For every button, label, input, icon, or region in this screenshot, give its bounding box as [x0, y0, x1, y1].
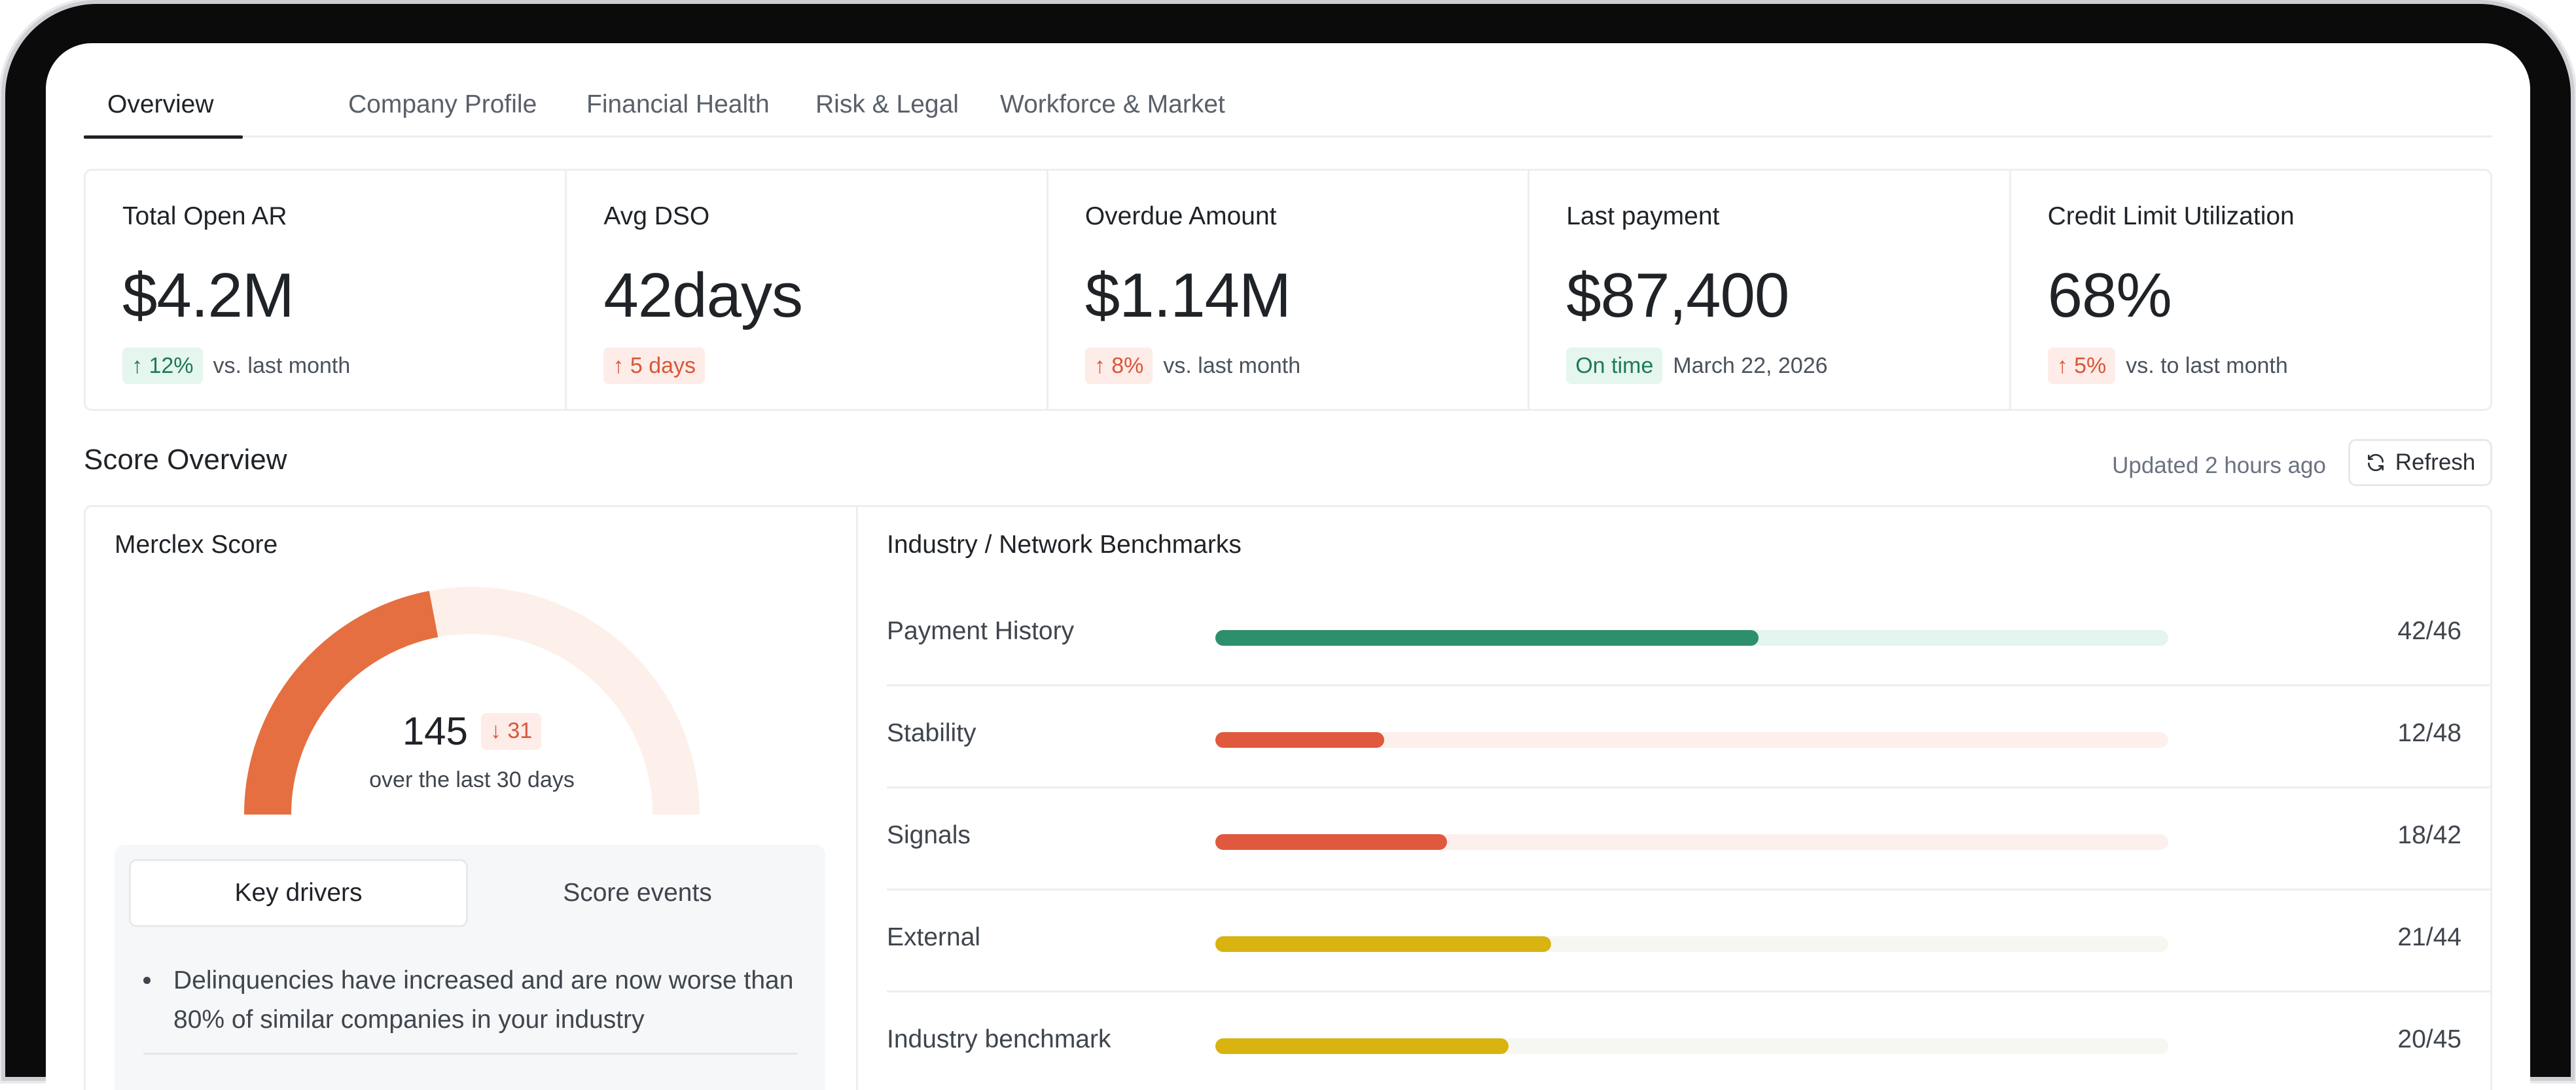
tab-company-profile[interactable]: Company Profile [348, 90, 537, 118]
benchmark-label: Signals [887, 821, 971, 849]
benchmark-bar-fill [1215, 630, 1759, 646]
refresh-icon [2367, 453, 2384, 472]
benchmark-value: 20/45 [2397, 1025, 2461, 1053]
trend-badge: ↑ 8% [1084, 347, 1153, 384]
drivers-panel: Key drivers Score events Delinquencies h… [115, 845, 825, 1090]
kpi-row: Total Open AR $4.2M ↑ 12% vs. last month… [84, 169, 2492, 411]
benchmarks-card: Industry / Network Benchmarks Payment Hi… [858, 507, 2490, 1090]
card-title: Merclex Score [115, 531, 278, 559]
tab-workforce-market[interactable]: Workforce & Market [1000, 90, 1225, 118]
score-change-badge: ↓ 31 [480, 712, 542, 750]
laptop-frame: Overview Company Profile Financial Healt… [5, 4, 2571, 1090]
trend-badge: ↑ 12% [122, 347, 203, 384]
score-panel: Merclex Score 145 ↓ 31 over the last 30 … [84, 505, 2492, 1090]
benchmark-bar-track [1215, 834, 2168, 850]
kpi-value: 68% [2047, 260, 2172, 330]
gauge-fill [244, 591, 438, 815]
benchmark-bar-fill [1215, 936, 1551, 952]
kpi-label: Credit Limit Utilization [2047, 202, 2295, 230]
benchmark-value: 42/46 [2397, 617, 2461, 645]
benchmark-label: External [887, 923, 981, 951]
score-gauge [244, 587, 700, 815]
card-title: Industry / Network Benchmarks [887, 531, 1242, 559]
trend-badge: ↑ 5% [2047, 347, 2116, 384]
bullet-icon [143, 977, 151, 984]
refresh-label: Refresh [2395, 449, 2476, 475]
driver-text: Delinquencies have increased and are now… [173, 966, 794, 1034]
benchmark-value: 12/48 [2397, 719, 2461, 747]
benchmark-label: Industry benchmark [887, 1025, 1111, 1053]
benchmark-label: Payment History [887, 617, 1075, 645]
benchmark-label: Stability [887, 719, 976, 747]
benchmark-value: 21/44 [2397, 923, 2461, 951]
tab-risk-legal[interactable]: Risk & Legal [815, 90, 959, 118]
benchmark-row: Industry benchmark 20/45 [887, 993, 2490, 1090]
kpi-label: Last payment [1566, 202, 1720, 230]
section-title: Score Overview [84, 444, 287, 476]
kpi-total-open-ar: Total Open AR $4.2M ↑ 12% vs. last month [86, 171, 567, 409]
merclex-score-card: Merclex Score 145 ↓ 31 over the last 30 … [86, 507, 858, 1090]
tab-overview[interactable]: Overview [107, 90, 214, 118]
kpi-value: $87,400 [1566, 260, 1789, 330]
benchmark-row: Signals 18/42 [887, 788, 2490, 890]
kpi-note: vs. last month [1163, 353, 1301, 378]
tab-key-drivers[interactable]: Key drivers [129, 859, 468, 927]
score-readout: 145 ↓ 31 [334, 709, 609, 754]
benchmark-bar-track [1215, 732, 2168, 748]
benchmark-bar-track [1215, 630, 2168, 646]
benchmark-bar-fill [1215, 732, 1384, 748]
divider [143, 1053, 798, 1055]
refresh-button[interactable]: Refresh [2348, 439, 2492, 486]
benchmark-row: Stability 12/48 [887, 686, 2490, 788]
kpi-label: Overdue Amount [1084, 202, 1277, 230]
kpi-value: $1.14M [1084, 260, 1291, 330]
active-tab-indicator [84, 135, 243, 139]
updated-timestamp: Updated 2 hours ago [2112, 453, 2326, 478]
kpi-overdue-amount: Overdue Amount $1.14M ↑ 8% vs. last mont… [1048, 171, 1530, 409]
kpi-note: vs. last month [213, 353, 351, 378]
kpi-credit-limit-utilization: Credit Limit Utilization 68% ↑ 5% vs. to… [2011, 171, 2490, 409]
benchmark-bar-fill [1215, 1038, 1509, 1054]
tab-bar: Overview Company Profile Financial Healt… [84, 43, 2492, 139]
kpi-note: vs. to last month [2126, 353, 2288, 378]
score-period: over the last 30 days [369, 767, 575, 792]
driver-item: Delinquencies have increased and are now… [143, 961, 798, 1040]
benchmark-bar-track [1215, 936, 2168, 952]
tab-financial-health[interactable]: Financial Health [586, 90, 770, 118]
status-badge: On time [1566, 347, 1663, 384]
trend-badge: ↑ 5 days [603, 347, 706, 384]
kpi-label: Avg DSO [603, 202, 710, 230]
kpi-avg-dso: Avg DSO 42days ↑ 5 days [567, 171, 1048, 409]
tab-score-events[interactable]: Score events [563, 879, 712, 907]
benchmark-row: External 21/44 [887, 890, 2490, 993]
kpi-value: $4.2M [122, 260, 295, 330]
screen: Overview Company Profile Financial Healt… [46, 43, 2530, 1090]
kpi-value: 42days [603, 260, 803, 330]
kpi-note: March 22, 2026 [1673, 353, 1828, 378]
benchmark-bar-fill [1215, 834, 1447, 850]
kpi-label: Total Open AR [122, 202, 287, 230]
benchmark-value: 18/42 [2397, 821, 2461, 849]
benchmark-bar-track [1215, 1038, 2168, 1054]
benchmark-row: Payment History 42/46 [887, 584, 2490, 686]
score-value: 145 [402, 709, 468, 753]
kpi-last-payment: Last payment $87,400 On time March 22, 2… [1530, 171, 2011, 409]
